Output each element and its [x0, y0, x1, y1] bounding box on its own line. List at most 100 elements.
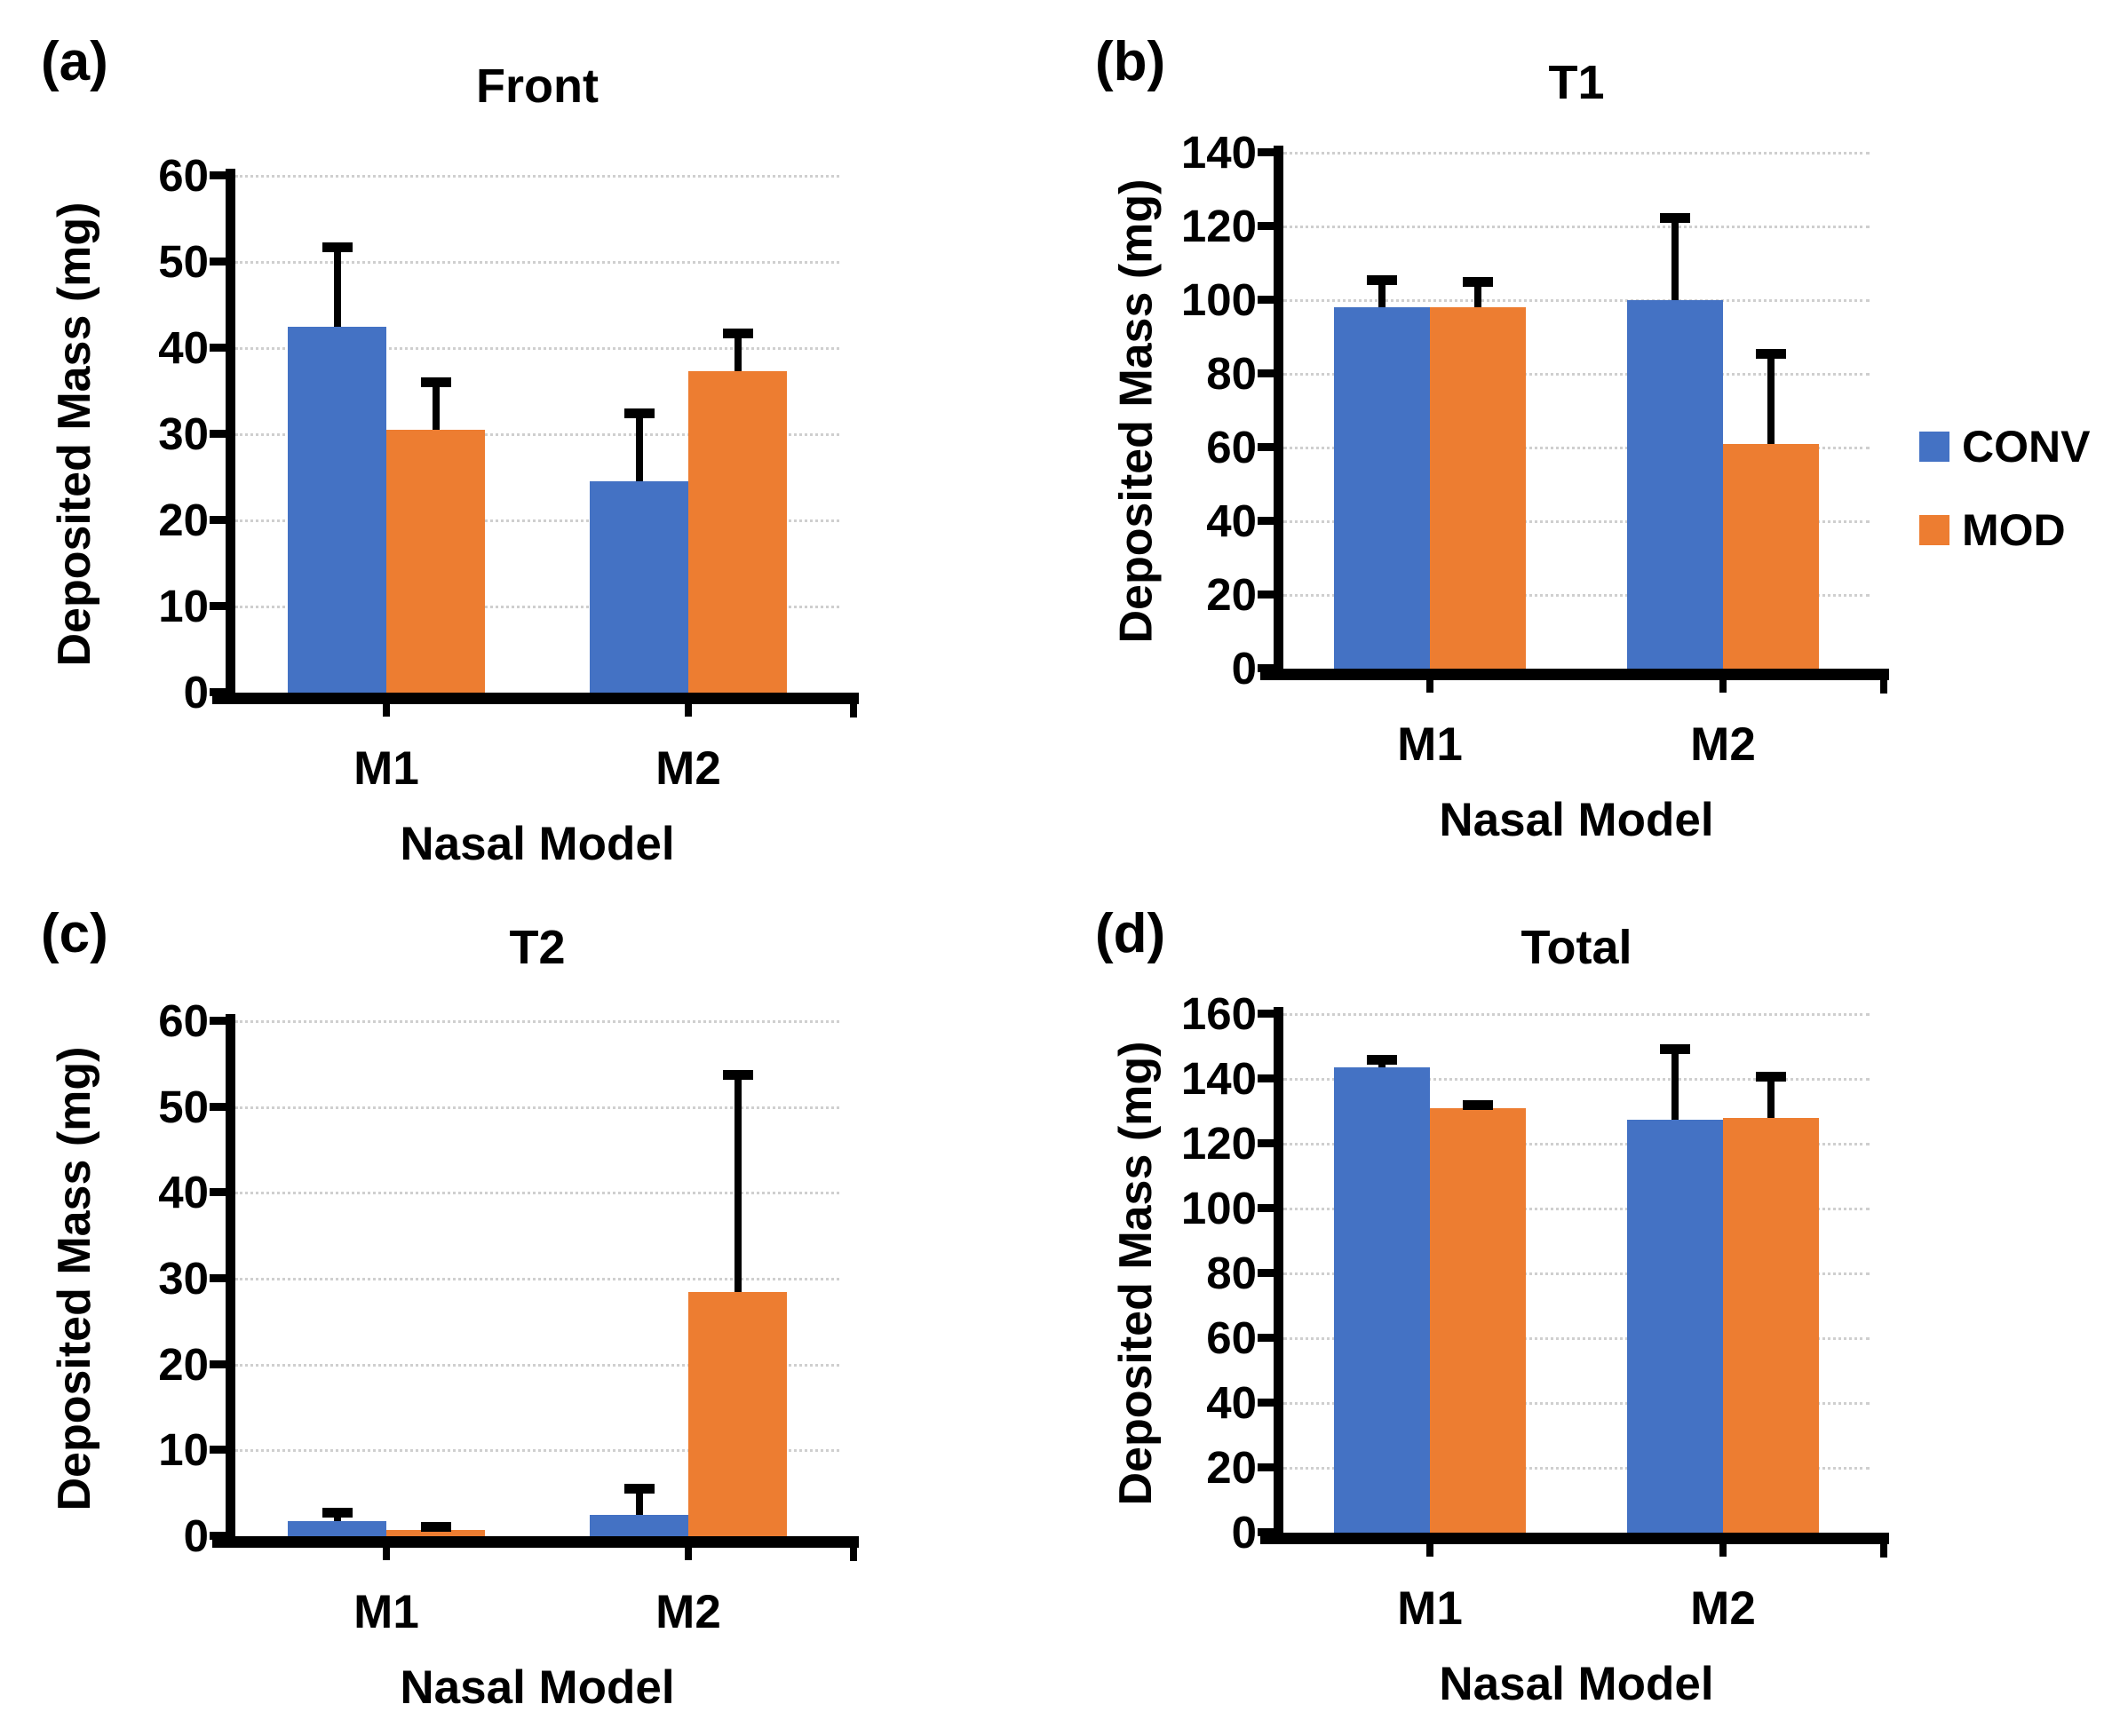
- category-label-front-M2: M2: [655, 742, 721, 795]
- panel-label-total: (d): [1095, 903, 1166, 964]
- category-label-t2-M2: M2: [655, 1586, 721, 1638]
- category-label-t1-M1: M1: [1397, 718, 1463, 771]
- error-cap-t2-M2-CONV: [623, 1483, 655, 1494]
- y-tick-label-t2-20: 20: [158, 1338, 209, 1390]
- y-tick-mark-t2-0: [210, 1532, 226, 1540]
- y-tick-mark-total-40: [1258, 1399, 1274, 1407]
- y-tick-label-t2-0: 0: [183, 1510, 209, 1561]
- x-axis-title-t2: Nasal Model: [400, 1661, 675, 1714]
- panel-label-front: (a): [41, 31, 108, 92]
- error-cap-t1-M2-CONV: [1660, 212, 1690, 223]
- x-tick-mark-front-M2: [685, 703, 692, 717]
- bar-t2-M1-MOD: [386, 1530, 485, 1536]
- error-cap-t2-M1-MOD: [420, 1522, 451, 1533]
- error-cap-front-M1-MOD: [420, 377, 451, 387]
- error-bar-t1-M2-CONV: [1671, 215, 1679, 300]
- y-tick-label-t1-0: 0: [1231, 643, 1257, 694]
- y-axis-t1: [1274, 146, 1283, 680]
- x-axis-front: [212, 693, 859, 704]
- x-axis-end-tick-front: [850, 703, 857, 717]
- y-tick-label-total-0: 0: [1231, 1507, 1257, 1558]
- y-tick-label-front-60: 60: [158, 150, 209, 201]
- panel-total: (d) Total Deposited Mass (mg) 0 20 40 60 80 100 1…: [1060, 868, 2120, 1736]
- y-tick-label-t1-80: 80: [1206, 348, 1257, 399]
- x-tick-mark-front-M1: [383, 703, 390, 717]
- gridline-front-30: [235, 433, 839, 436]
- gridline-total-120: [1283, 1143, 1870, 1145]
- y-tick-mark-front-30: [210, 430, 226, 438]
- x-axis-title-front: Nasal Model: [400, 818, 675, 870]
- error-bar-front-M1-CONV: [333, 244, 341, 327]
- y-tick-mark-total-100: [1258, 1204, 1274, 1212]
- error-bar-t1-M2-MOD: [1767, 352, 1775, 444]
- category-label-front-M1: M1: [353, 742, 419, 795]
- gridline-t1-120: [1283, 226, 1870, 228]
- y-tick-mark-total-120: [1258, 1139, 1274, 1147]
- error-bar-front-M1-MOD: [432, 379, 440, 431]
- y-tick-label-total-60: 60: [1206, 1312, 1257, 1363]
- gridline-t2-10: [235, 1449, 839, 1453]
- gridline-t1-40: [1283, 520, 1870, 523]
- bar-t2-M2-MOD: [688, 1291, 787, 1536]
- category-label-total-M2: M2: [1690, 1582, 1756, 1635]
- y-tick-mark-front-50: [210, 258, 226, 266]
- error-bar-t2-M2-MOD: [734, 1073, 742, 1292]
- y-tick-label-t1-100: 100: [1180, 274, 1257, 325]
- x-tick-mark-t2-M2: [685, 1547, 692, 1560]
- y-tick-label-t2-30: 30: [158, 1253, 209, 1304]
- x-tick-mark-t1-M1: [1426, 679, 1433, 693]
- gridline-front-60: [235, 175, 839, 178]
- y-tick-label-total-160: 160: [1180, 988, 1257, 1039]
- bar-front-M2-MOD: [688, 371, 787, 693]
- y-tick-label-front-10: 10: [158, 581, 209, 631]
- y-tick-label-t1-120: 120: [1180, 201, 1257, 251]
- y-tick-label-total-40: 40: [1206, 1377, 1257, 1428]
- x-axis-end-tick-t2: [850, 1547, 857, 1561]
- y-tick-mark-t2-60: [210, 1017, 226, 1025]
- y-tick-mark-t2-20: [210, 1359, 226, 1368]
- y-tick-label-t1-40: 40: [1206, 495, 1257, 546]
- y-tick-label-t2-10: 10: [158, 1424, 209, 1476]
- y-tick-mark-front-0: [210, 688, 226, 696]
- x-axis-title-total: Nasal Model: [1439, 1658, 1714, 1710]
- y-tick-mark-t1-120: [1258, 222, 1274, 230]
- y-tick-label-total-80: 80: [1206, 1248, 1257, 1298]
- gridline-total-60: [1283, 1337, 1870, 1340]
- gridline-total-140: [1283, 1078, 1870, 1081]
- category-label-t1-M2: M2: [1690, 718, 1756, 771]
- panel-front: (a) Front Deposited Mass (mg) 0 10 20 30 40 50 60…: [0, 0, 1060, 870]
- y-tick-mark-total-20: [1258, 1463, 1274, 1471]
- category-label-t2-M1: M1: [353, 1586, 419, 1638]
- y-axis-t2: [226, 1014, 235, 1548]
- bar-total-M2-MOD: [1723, 1117, 1819, 1533]
- y-tick-label-total-20: 20: [1206, 1442, 1257, 1493]
- error-bar-total-M2-CONV: [1671, 1046, 1679, 1120]
- y-tick-label-t1-60: 60: [1206, 422, 1257, 472]
- gridline-t2-20: [235, 1363, 839, 1367]
- error-cap-front-M2-CONV: [623, 408, 655, 418]
- x-tick-mark-total-M1: [1426, 1543, 1433, 1557]
- y-tick-label-t2-50: 50: [158, 1081, 209, 1132]
- gridline-total-80: [1283, 1272, 1870, 1275]
- y-tick-label-front-0: 0: [183, 667, 209, 717]
- y-tick-label-total-100: 100: [1180, 1183, 1257, 1233]
- panel-t2: (c) T2 Deposited Mass (mg) 0 10 20 30 40 50 60 M1 M…: [0, 868, 1060, 1736]
- x-axis-t1: [1260, 669, 1889, 680]
- y-tick-mark-total-160: [1258, 1010, 1274, 1018]
- panel-title-front: Front: [476, 59, 599, 113]
- y-tick-mark-total-140: [1258, 1074, 1274, 1082]
- y-tick-label-t1-20: 20: [1206, 569, 1257, 620]
- error-cap-front-M1-CONV: [322, 242, 353, 252]
- error-bar-t2-M2-CONV: [635, 1486, 643, 1515]
- gridline-total-20: [1283, 1467, 1870, 1470]
- bar-front-M1-CONV: [288, 326, 386, 693]
- gridline-t2-50: [235, 1106, 839, 1109]
- y-tick-mark-t2-50: [210, 1102, 226, 1111]
- panel-title-t2: T2: [509, 921, 566, 974]
- gridline-front-50: [235, 261, 839, 264]
- y-tick-label-front-30: 30: [158, 408, 209, 459]
- legend-swatch-conv: [1919, 432, 1949, 462]
- y-tick-mark-total-60: [1258, 1334, 1274, 1342]
- gridline-t1-100: [1283, 299, 1870, 302]
